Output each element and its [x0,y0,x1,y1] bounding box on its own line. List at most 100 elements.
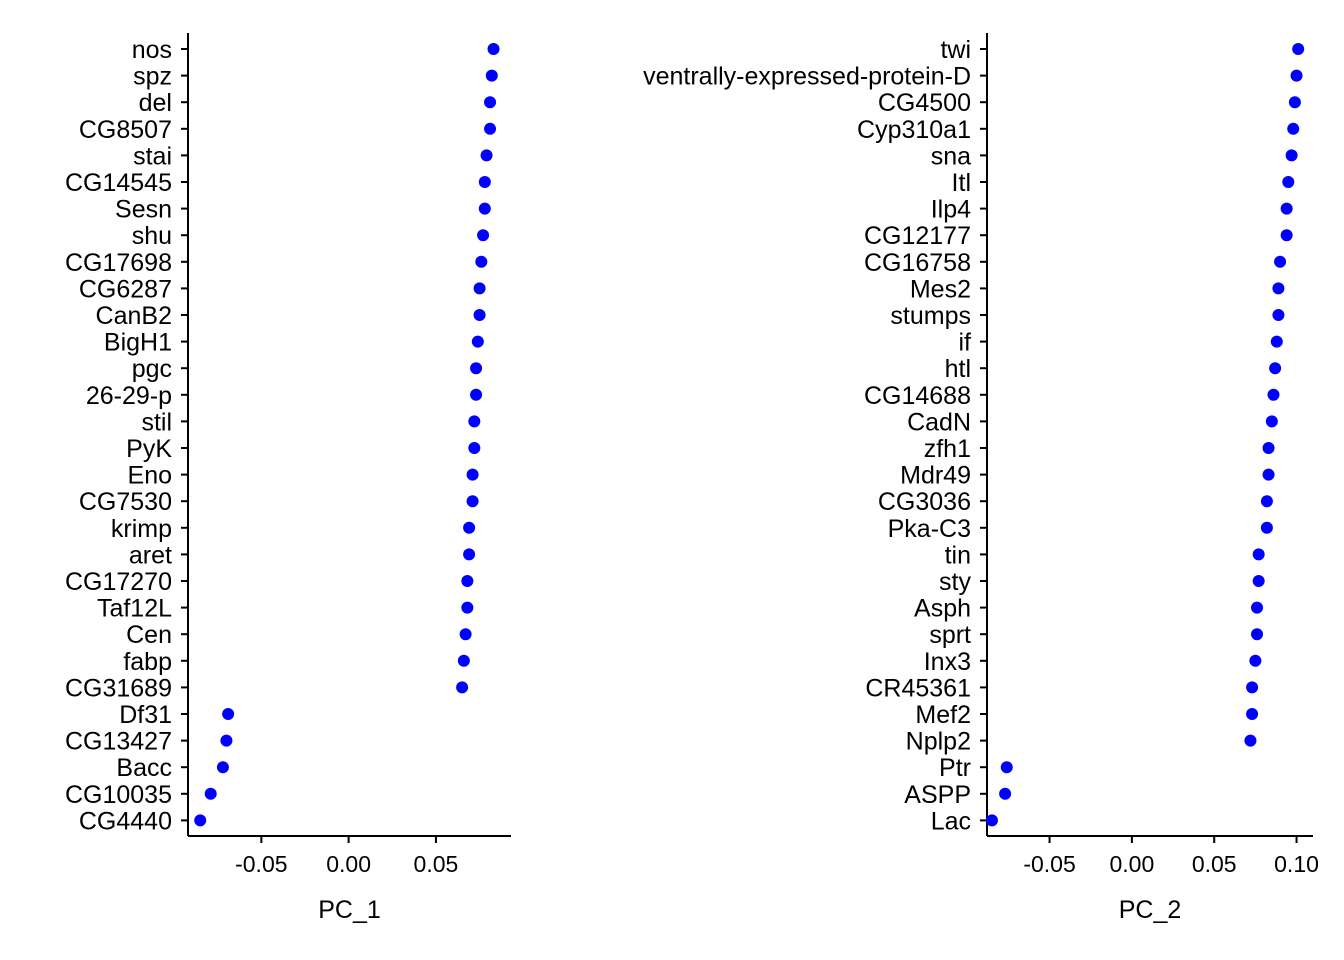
x-tick-label: 0.05 [414,851,459,877]
gene-label: Ilp4 [931,196,971,224]
loading-point [1246,708,1258,720]
loading-point [472,336,484,348]
loading-point [470,362,482,374]
loading-point [456,681,468,693]
gene-label: Bacc [116,754,172,782]
loading-point [458,655,470,667]
loading-point [1282,176,1294,188]
loading-point [481,149,493,161]
loading-point [1261,522,1273,534]
gene-label: Mes2 [910,275,971,303]
gene-label: Cen [126,621,172,649]
loading-point [1289,96,1301,108]
x-tick-label: 0.05 [1192,851,1237,877]
gene-label: aret [129,541,172,569]
loading-point [479,203,491,215]
gene-label: CadN [907,408,971,436]
gene-label: fabp [123,648,172,676]
loading-point [477,229,489,241]
loading-point [460,628,472,640]
pc2-loadings-panel: twiventrally-expressed-protein-DCG4500Cy… [643,33,1319,924]
loading-point [205,788,217,800]
gene-label: if [959,329,972,357]
loading-point [467,469,479,481]
gene-label: Itl [952,169,971,197]
x-tick-label: -0.05 [235,851,287,877]
loading-point [1292,43,1304,55]
gene-label: CG14545 [65,169,172,197]
loading-point [1281,203,1293,215]
loading-point [1261,495,1273,507]
gene-label: CG12177 [864,222,971,250]
loading-point [1287,123,1299,135]
gene-label: CR45361 [865,674,971,702]
loading-point [461,575,473,587]
loading-point [1272,309,1284,321]
loading-point [1001,761,1013,773]
gene-label: ventrally-expressed-protein-D [643,63,971,91]
loading-point [194,814,206,826]
loading-point [1266,415,1278,427]
gene-label: CG17698 [65,249,172,277]
loading-point [986,814,998,826]
gene-label: CG7530 [79,488,172,516]
gene-label: Taf12L [97,595,172,623]
loading-point [463,548,475,560]
gene-label: Sesn [115,196,172,224]
loading-point [1286,149,1298,161]
gene-label: Eno [128,462,172,490]
gene-label: CG4440 [79,807,172,835]
loading-point [1263,442,1275,454]
gene-label: Lac [931,807,971,835]
loading-point [468,415,480,427]
loading-point [999,788,1011,800]
gene-label: sty [939,568,971,596]
gene-label: stai [133,142,172,170]
gene-label: CG16758 [864,249,971,277]
loading-point [222,708,234,720]
loading-point [1246,681,1258,693]
loading-point [486,70,498,82]
gene-label: Nplp2 [906,728,971,756]
gene-label: Inx3 [924,648,971,676]
loading-point [468,442,480,454]
gene-label: Asph [914,595,971,623]
gene-label: krimp [111,515,172,543]
gene-label: CG14688 [864,382,971,410]
loading-point [1281,229,1293,241]
loading-point [1251,602,1263,614]
x-axis-title: PC_2 [1119,896,1182,924]
gene-label: spz [133,63,172,91]
loading-point [475,256,487,268]
gene-label: Mef2 [915,701,971,729]
loading-point [1271,336,1283,348]
gene-label: twi [940,36,971,64]
loading-point [1267,389,1279,401]
gene-label: CG31689 [65,674,172,702]
loading-point [1274,256,1286,268]
pc1-loadings-panel: nosspzdelCG8507staiCG14545SesnshuCG17698… [65,33,511,924]
loading-point [461,602,473,614]
loading-point [474,309,486,321]
gene-label: 26-29-p [86,382,172,410]
gene-label: ASPP [904,781,971,809]
gene-label: CG6287 [79,275,172,303]
loading-point [1253,575,1265,587]
gene-label: CG8507 [79,116,172,144]
loading-point [463,522,475,534]
gene-label: htl [945,355,971,383]
loading-point [1272,282,1284,294]
gene-label: CG10035 [65,781,172,809]
loading-point [220,735,232,747]
gene-label: Mdr49 [900,462,971,490]
x-tick-label: -0.05 [1023,851,1075,877]
gene-label: sprt [929,621,971,649]
gene-label: sna [931,142,971,170]
gene-label: PyK [126,435,172,463]
loading-point [217,761,229,773]
gene-label: del [139,89,172,117]
loading-point [470,389,482,401]
loading-point [474,282,486,294]
gene-label: CG4500 [878,89,971,117]
